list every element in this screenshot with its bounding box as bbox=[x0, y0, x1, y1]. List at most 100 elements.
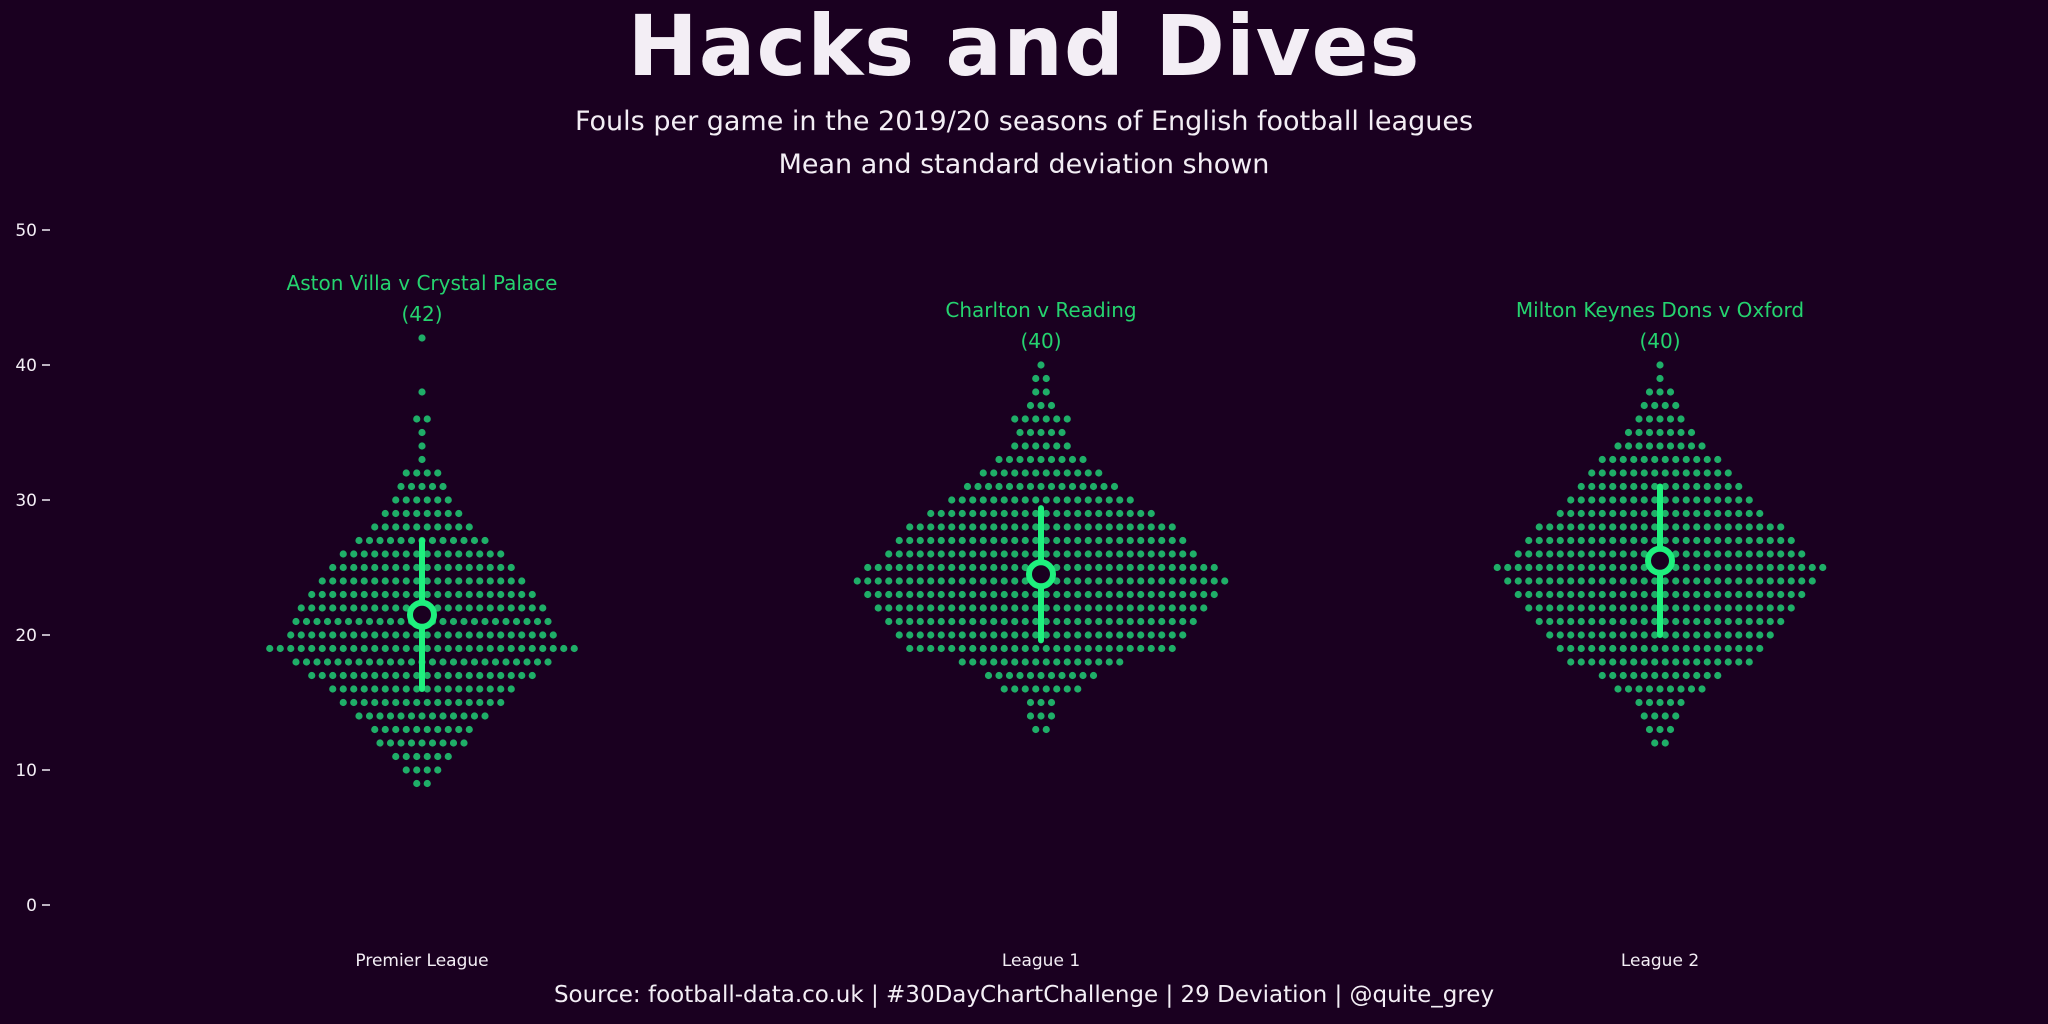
data-point bbox=[1053, 590, 1061, 599]
data-point bbox=[1714, 631, 1722, 639]
data-point bbox=[1672, 671, 1680, 680]
data-point bbox=[481, 536, 489, 545]
data-point bbox=[413, 698, 421, 707]
data-point bbox=[874, 563, 882, 572]
data-point bbox=[1724, 577, 1732, 585]
data-point bbox=[371, 604, 379, 612]
data-point bbox=[518, 644, 526, 653]
data-point bbox=[1567, 563, 1575, 572]
data-point bbox=[1693, 658, 1701, 666]
data-point bbox=[1189, 590, 1197, 599]
data-point bbox=[1672, 658, 1680, 666]
data-point bbox=[392, 496, 400, 504]
data-point bbox=[402, 563, 410, 572]
data-point bbox=[1021, 604, 1029, 612]
data-point bbox=[1766, 550, 1774, 558]
data-point bbox=[507, 631, 515, 639]
data-point bbox=[1735, 604, 1743, 612]
data-point bbox=[1714, 550, 1722, 558]
data-point bbox=[927, 509, 935, 518]
data-point bbox=[1724, 631, 1732, 639]
data-point bbox=[1074, 590, 1082, 599]
data-point bbox=[1053, 496, 1061, 504]
data-point bbox=[1693, 604, 1701, 612]
data-point bbox=[1693, 617, 1701, 626]
data-point bbox=[1745, 604, 1753, 612]
data-point bbox=[1032, 509, 1040, 518]
data-point bbox=[1661, 658, 1669, 666]
data-point bbox=[1735, 496, 1743, 504]
data-point bbox=[465, 577, 473, 585]
data-point bbox=[444, 563, 452, 572]
data-point bbox=[497, 644, 505, 653]
data-point bbox=[497, 563, 505, 572]
data-point bbox=[339, 685, 347, 693]
data-point bbox=[1556, 590, 1564, 599]
data-point bbox=[507, 671, 515, 680]
data-point bbox=[1525, 563, 1533, 572]
data-point bbox=[1724, 482, 1732, 491]
data-point bbox=[381, 509, 389, 518]
data-point bbox=[449, 658, 458, 666]
data-point bbox=[937, 577, 945, 585]
data-point bbox=[969, 617, 977, 626]
data-point bbox=[927, 604, 935, 612]
data-point bbox=[449, 536, 458, 545]
data-point bbox=[444, 725, 452, 734]
data-point bbox=[460, 712, 468, 720]
data-point bbox=[1032, 658, 1040, 666]
data-point bbox=[439, 536, 447, 545]
data-point bbox=[455, 631, 463, 639]
data-point bbox=[1588, 550, 1596, 558]
data-point bbox=[444, 631, 452, 639]
data-point bbox=[1619, 604, 1627, 612]
data-point bbox=[386, 617, 395, 626]
data-point bbox=[990, 469, 998, 477]
data-point bbox=[1609, 496, 1617, 504]
data-point bbox=[906, 577, 914, 585]
data-point bbox=[539, 604, 547, 612]
data-point bbox=[381, 577, 389, 585]
data-point bbox=[512, 658, 521, 666]
data-point bbox=[1137, 631, 1145, 639]
data-point bbox=[1619, 563, 1627, 572]
data-point bbox=[1787, 577, 1795, 585]
data-point bbox=[1556, 631, 1564, 639]
data-point bbox=[1179, 536, 1187, 545]
data-point bbox=[969, 577, 977, 585]
data-point bbox=[1021, 644, 1029, 653]
data-point bbox=[518, 590, 526, 599]
data-point bbox=[360, 577, 368, 585]
data-point bbox=[1556, 617, 1564, 626]
data-point bbox=[1105, 658, 1113, 666]
data-point bbox=[1624, 442, 1633, 450]
data-point bbox=[392, 644, 400, 653]
data-point bbox=[1735, 482, 1743, 491]
data-point bbox=[1168, 577, 1176, 585]
data-point bbox=[544, 617, 552, 626]
data-point bbox=[1137, 577, 1145, 585]
data-point bbox=[1005, 482, 1014, 491]
data-point bbox=[507, 577, 515, 585]
data-point bbox=[1074, 631, 1082, 639]
data-point bbox=[1089, 482, 1098, 491]
data-point bbox=[1656, 725, 1664, 734]
chart-title: Hacks and Dives bbox=[627, 0, 1421, 95]
y-tick-label: 0 bbox=[26, 896, 37, 916]
data-point bbox=[329, 671, 337, 680]
data-point bbox=[1661, 496, 1669, 504]
data-point bbox=[1084, 563, 1092, 572]
data-point bbox=[507, 604, 515, 612]
data-point bbox=[1000, 685, 1008, 693]
data-point bbox=[339, 604, 347, 612]
data-point bbox=[392, 523, 400, 531]
data-point bbox=[958, 536, 966, 545]
data-point bbox=[1651, 712, 1659, 720]
data-point bbox=[1053, 469, 1061, 477]
data-point bbox=[1063, 523, 1071, 531]
data-point bbox=[1042, 469, 1050, 477]
data-point bbox=[1546, 536, 1554, 545]
data-point bbox=[1567, 509, 1575, 518]
mean-marker bbox=[1645, 545, 1675, 576]
data-point bbox=[948, 563, 956, 572]
